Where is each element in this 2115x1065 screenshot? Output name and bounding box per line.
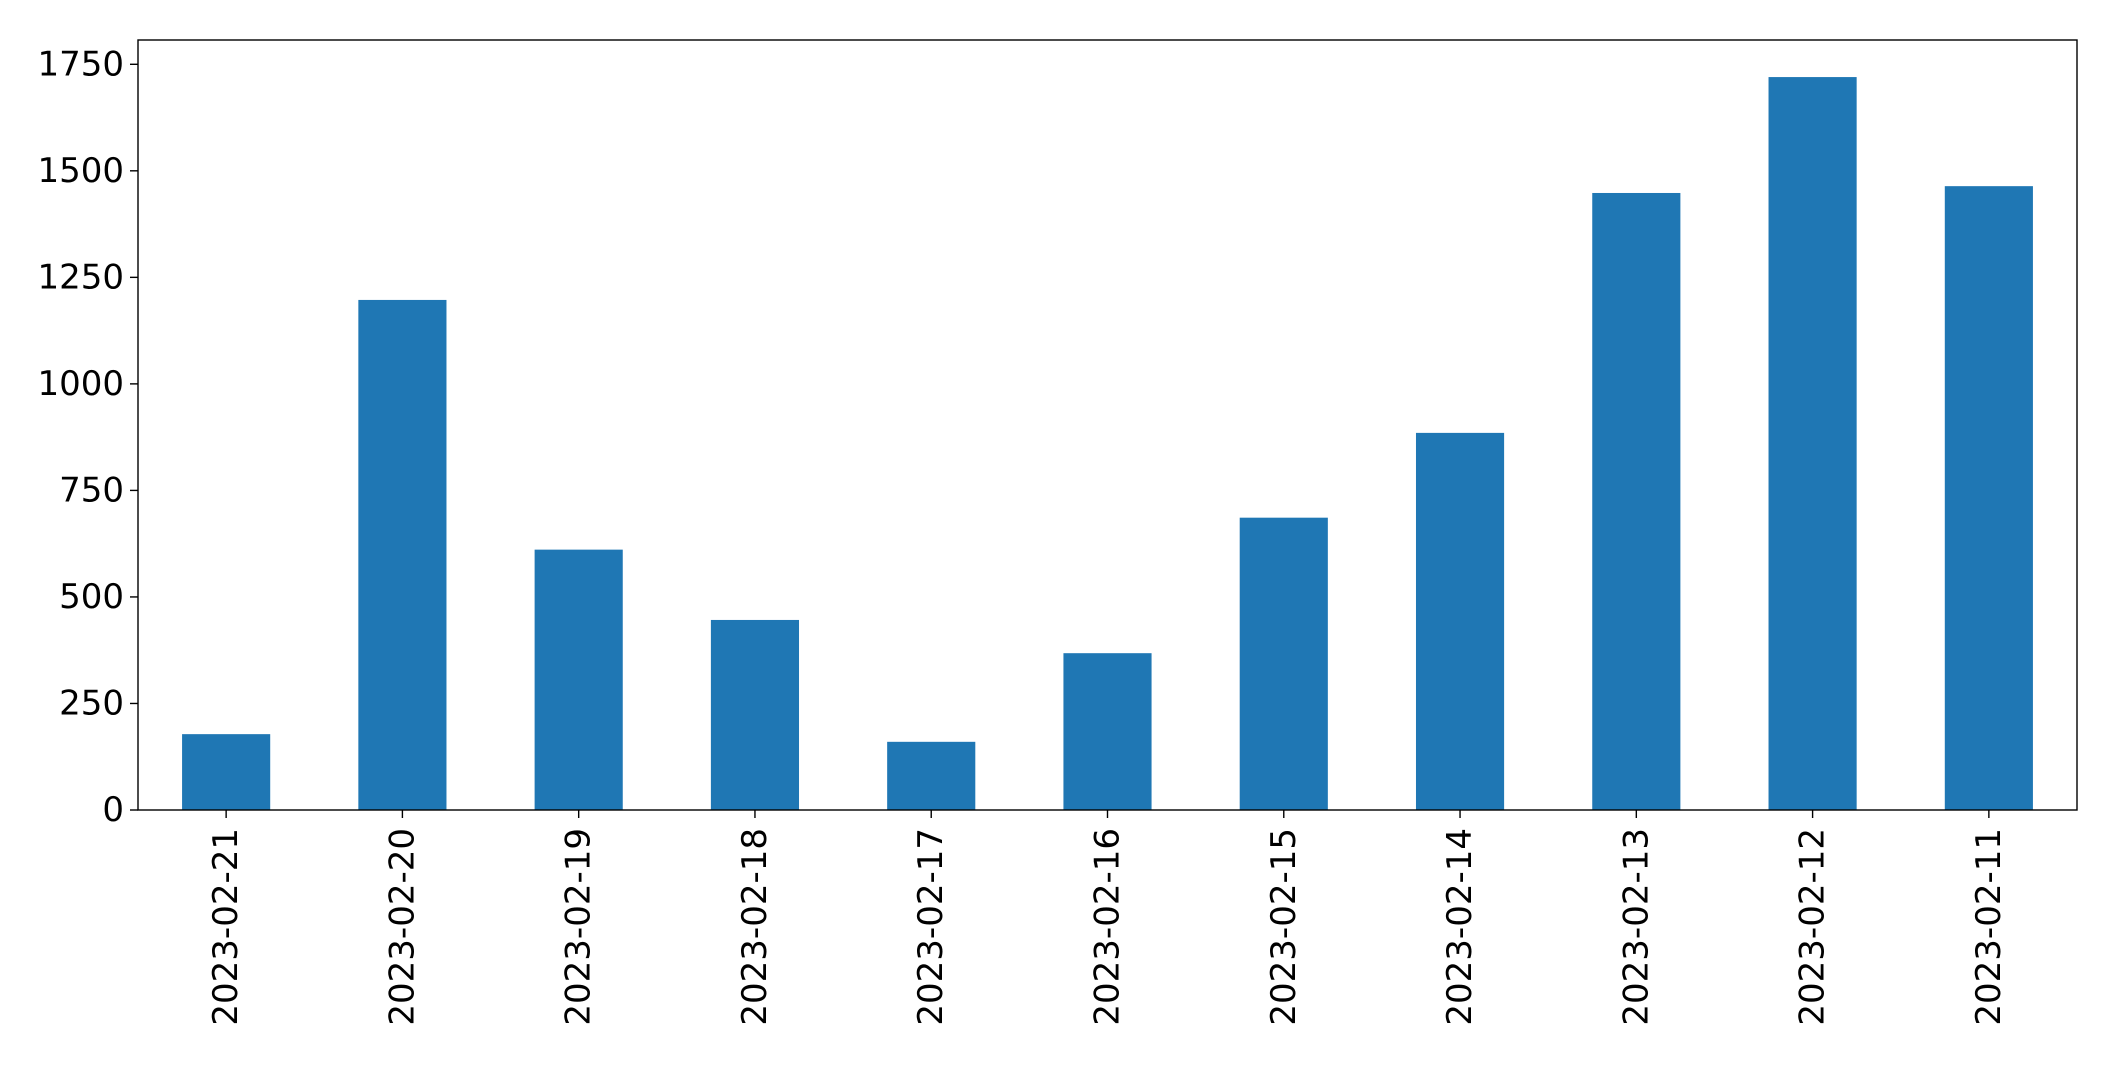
x-tick-label: 2023-02-21 [206, 828, 246, 1026]
y-tick-label: 1750 [37, 44, 124, 84]
bars-group [182, 77, 2033, 811]
y-tick-label: 750 [59, 470, 124, 510]
y-tick-label: 250 [59, 683, 124, 723]
x-tick-label: 2023-02-19 [559, 828, 599, 1026]
y-tick-label: 1000 [37, 364, 124, 404]
y-axis: 0 250 500 750 1000 1250 1500 1750 [37, 44, 138, 830]
bar-2023-02-12 [1768, 77, 1857, 810]
bar-2023-02-17 [887, 741, 976, 810]
y-tick-label: 0 [102, 790, 124, 830]
x-axis: 2023-02-21 2023-02-20 2023-02-19 2023-02-18… [206, 810, 2009, 1026]
y-tick-label: 500 [59, 577, 124, 617]
bar-2023-02-13 [1592, 192, 1681, 811]
bar-2023-02-20 [358, 299, 447, 810]
bar-2023-02-14 [1415, 432, 1505, 810]
y-tick-label: 1250 [37, 257, 124, 297]
bar-2023-02-11 [1944, 186, 2033, 811]
bar-2023-02-18 [710, 619, 800, 810]
bar-2023-02-16 [1063, 653, 1152, 810]
x-tick-label: 2023-02-18 [735, 828, 775, 1026]
bar-2023-02-21 [182, 734, 271, 810]
x-tick-label: 2023-02-16 [1088, 828, 1128, 1026]
x-tick-label: 2023-02-15 [1264, 828, 1304, 1026]
plot-frame [137, 39, 2078, 811]
bar-2023-02-15 [1239, 517, 1328, 810]
x-tick-label: 2023-02-20 [382, 828, 422, 1026]
bar-2023-02-19 [534, 549, 623, 810]
x-tick-label: 2023-02-12 [1793, 828, 1833, 1026]
x-tick-label: 2023-02-17 [911, 828, 951, 1026]
x-tick-label: 2023-02-14 [1440, 828, 1480, 1026]
x-tick-label: 2023-02-11 [1969, 828, 2009, 1026]
x-tick-label: 2023-02-13 [1616, 828, 1656, 1026]
y-tick-label: 1500 [37, 151, 124, 191]
